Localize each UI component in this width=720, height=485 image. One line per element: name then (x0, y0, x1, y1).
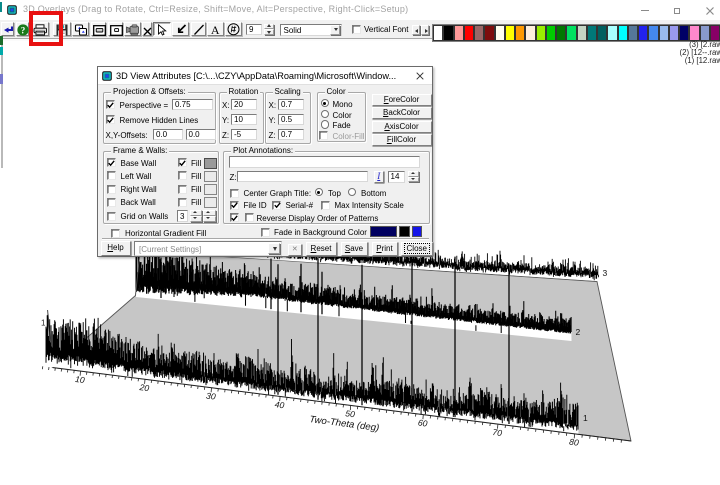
svg-text:1: 1 (583, 413, 588, 423)
svg-text:70: 70 (492, 427, 503, 438)
svg-text:60: 60 (417, 417, 428, 428)
svg-text:40: 40 (274, 399, 285, 410)
svg-text:30: 30 (206, 391, 217, 402)
svg-text:1: 1 (41, 319, 46, 328)
svg-text:50: 50 (345, 408, 356, 419)
svg-text:2: 2 (576, 327, 581, 337)
svg-text:20: 20 (138, 382, 150, 393)
svg-text:10: 10 (75, 374, 86, 385)
svg-text:80: 80 (569, 437, 580, 448)
svg-text:3: 3 (603, 268, 608, 278)
svg-text:?: ? (20, 25, 25, 35)
